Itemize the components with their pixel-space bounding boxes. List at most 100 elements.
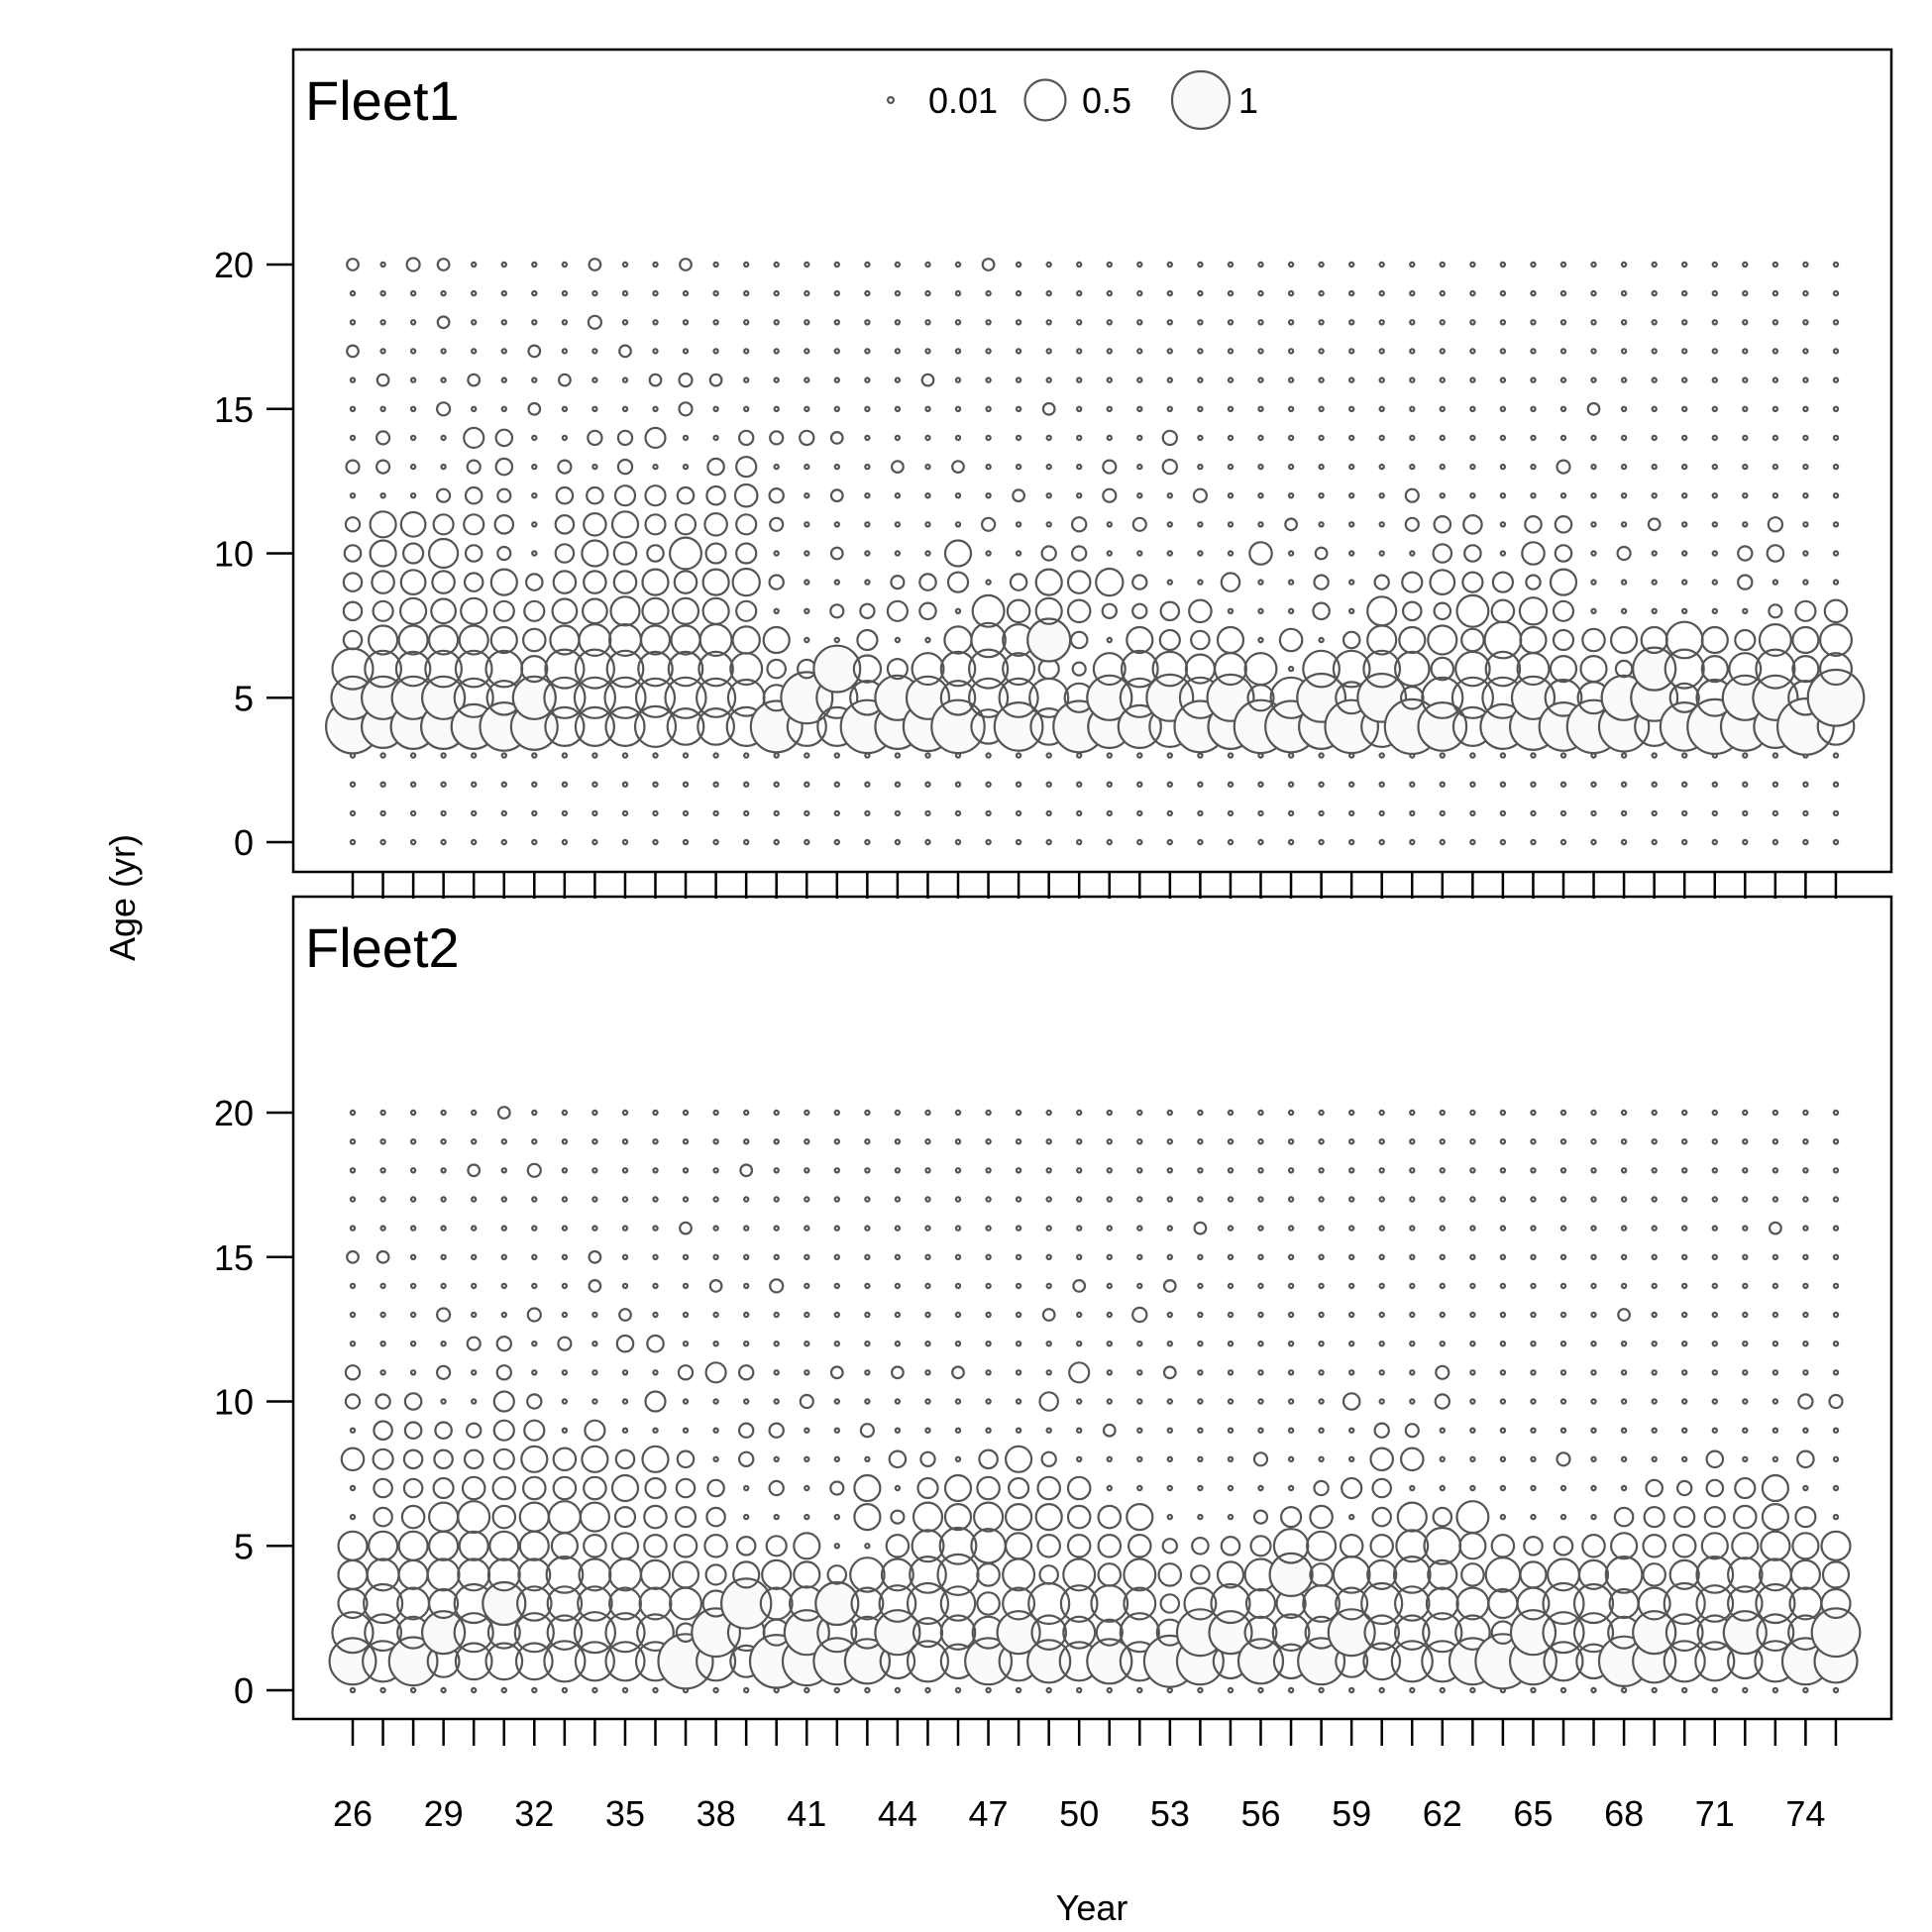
bubble [591,1369,598,1376]
bubble [1742,607,1749,615]
bubble [936,1553,980,1597]
bubble [886,657,910,681]
bubble [1409,434,1416,442]
bubble [1347,1253,1355,1261]
bubble [1711,781,1719,788]
bubble [939,650,977,688]
bubble [1742,1369,1749,1376]
bubble [804,809,810,817]
bubble [1499,1398,1507,1405]
bubble [500,1137,507,1145]
bubble [1166,1196,1174,1203]
bubble [891,1365,905,1380]
bubble [1469,376,1476,383]
bubble [1002,1557,1036,1592]
bubble [1530,1427,1537,1434]
bubble [1820,1530,1852,1561]
bubble [1469,1686,1476,1694]
bubble [440,1109,447,1117]
bubble [514,1642,554,1681]
bubble [1553,1536,1574,1556]
bubble [1460,1562,1485,1587]
bubble [864,1167,871,1174]
bubble [1106,781,1114,788]
bubble [561,809,569,817]
bubble [705,1506,726,1528]
bubble [1519,625,1548,655]
bubble [613,484,637,507]
bubble [1045,838,1052,846]
bubble [1402,600,1423,622]
bubble [1771,752,1779,759]
bubble [379,1686,386,1694]
bubble [1680,1109,1688,1117]
bubble [518,1530,550,1561]
bubble [1287,1167,1295,1174]
bubble [1530,1398,1537,1405]
bubble [615,1334,635,1353]
bubble [1499,261,1507,268]
bubble [1106,319,1114,326]
bubble [588,258,602,271]
bubble [500,781,507,788]
bubble [695,677,737,718]
bubble [591,809,598,817]
bubble [1297,1637,1346,1686]
bubble [1347,809,1355,817]
bubble [652,261,659,268]
bubble [561,1686,569,1694]
bubble [1590,289,1597,297]
bubble [1458,1532,1487,1560]
bubble [1378,521,1385,528]
bubble [1409,348,1416,355]
bubble [1075,1311,1083,1319]
bubble [924,1253,931,1261]
bubble [1742,1109,1749,1117]
y-tick-label: 5 [234,1526,254,1566]
bubble [621,1196,629,1203]
bubble [588,1249,602,1264]
bubble [1832,521,1840,528]
bubble [531,463,538,471]
bubble [985,809,992,817]
bubble [1257,1311,1264,1319]
bubble [712,1455,719,1463]
bubble [409,1225,417,1232]
bubble [1530,1455,1537,1463]
bubble [1378,1686,1385,1694]
bubble [379,1282,386,1290]
bubble [652,1196,659,1203]
bubble [976,1475,1001,1501]
bubble [885,1534,911,1558]
bubble [743,752,750,759]
bubble [1439,1340,1447,1347]
legend-label: 1 [1238,80,1258,121]
bubble [500,405,507,412]
bubble [1832,319,1840,326]
bubble [1136,434,1143,442]
bubble [652,1109,659,1117]
bubble [1439,319,1447,326]
bubble [1469,1282,1476,1290]
bubble [1651,1311,1658,1319]
bubble [500,1196,507,1203]
bubble [489,625,518,655]
bubble [1015,1311,1022,1319]
bubble [1510,675,1556,720]
bubble [1036,1475,1061,1501]
bubble [1002,652,1036,687]
bubble [668,536,702,571]
bubble [1252,1509,1269,1525]
bubble [1755,648,1796,690]
bubble [888,1449,908,1469]
bubble [1015,261,1022,268]
bubble [833,1282,841,1290]
bubble [436,487,452,503]
bubble [1045,1282,1052,1290]
bubble [985,1253,992,1261]
bubble [954,1253,962,1261]
bubble [1620,1196,1628,1203]
bubble [349,1196,357,1203]
bubble [1559,1513,1567,1521]
bubble [1469,319,1476,326]
